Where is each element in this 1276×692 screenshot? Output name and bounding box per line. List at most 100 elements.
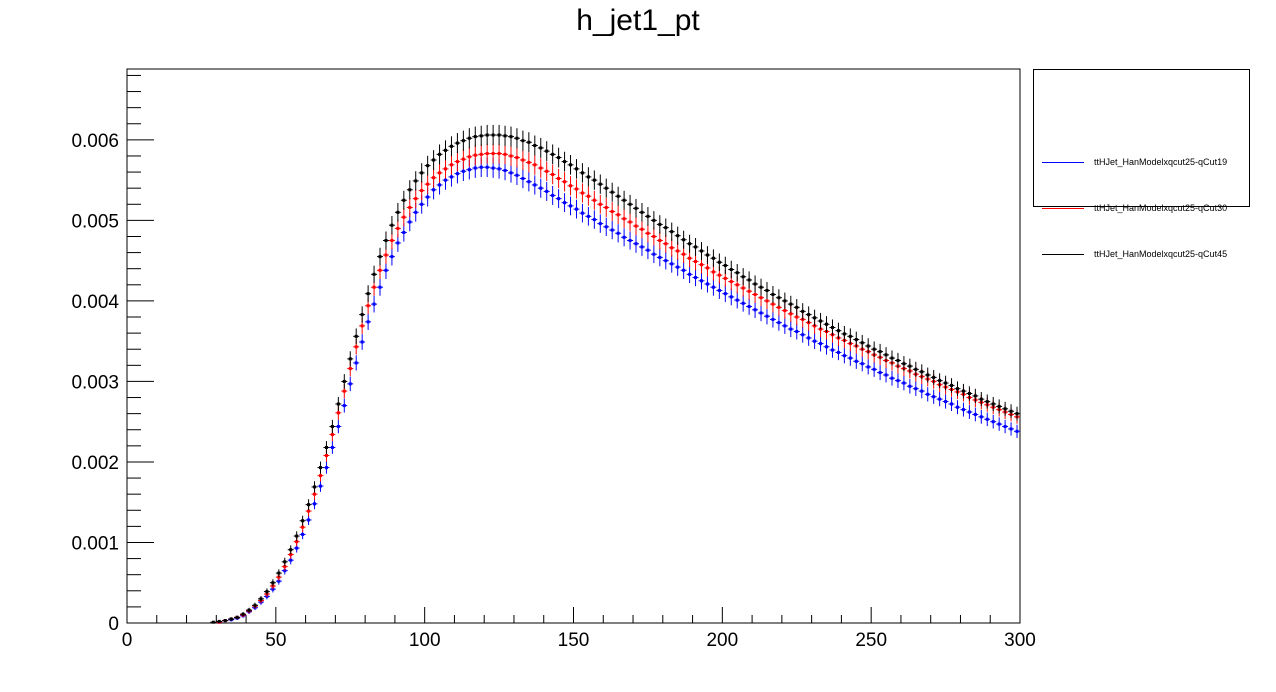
point-marker <box>872 347 876 351</box>
point-marker <box>527 180 531 184</box>
data-point <box>972 388 979 404</box>
point-marker <box>461 169 465 173</box>
point-marker <box>783 299 787 303</box>
point-marker <box>908 384 912 388</box>
data-point <box>508 163 514 183</box>
point-marker <box>533 163 537 167</box>
point-marker <box>646 248 650 252</box>
data-point <box>567 176 574 196</box>
point-marker <box>729 295 733 299</box>
data-point <box>430 168 437 188</box>
data-point <box>317 480 324 492</box>
data-point <box>746 298 753 315</box>
data-point <box>609 182 616 202</box>
point-marker <box>461 139 465 143</box>
point-marker <box>289 548 293 552</box>
data-point <box>918 383 925 399</box>
data-point <box>847 350 854 366</box>
data-point <box>335 419 342 434</box>
point-marker <box>444 148 448 152</box>
data-point <box>781 317 788 334</box>
data-point <box>341 398 348 413</box>
data-point <box>549 185 556 205</box>
data-point <box>263 588 270 595</box>
plot-frame <box>126 68 1021 624</box>
data-point <box>966 405 973 419</box>
point-marker <box>932 395 936 399</box>
point-marker <box>634 224 638 228</box>
point-marker <box>432 188 436 192</box>
point-marker <box>753 282 757 286</box>
point-marker <box>694 276 698 280</box>
data-point <box>525 172 532 192</box>
point-marker <box>342 389 346 393</box>
data-point <box>954 400 961 415</box>
point-marker <box>825 322 829 326</box>
point-marker <box>801 309 805 313</box>
point-marker <box>259 597 263 601</box>
point-marker <box>1003 425 1007 429</box>
point-marker <box>348 367 352 371</box>
point-marker <box>479 152 483 156</box>
point-marker <box>414 210 418 214</box>
point-marker <box>890 376 894 380</box>
data-point <box>442 159 449 179</box>
data-point <box>555 147 562 168</box>
data-point <box>537 158 544 178</box>
data-point <box>865 359 872 375</box>
data-point <box>627 194 634 214</box>
data-point <box>811 333 818 350</box>
point-marker <box>503 134 507 138</box>
data-point <box>924 367 931 383</box>
data-point <box>1014 406 1020 421</box>
legend-label-qcut19: ttHJet_HanModelxqcut25-qCut19 <box>1094 157 1228 167</box>
point-marker <box>503 152 507 156</box>
point-marker <box>354 361 358 365</box>
point-marker <box>640 245 644 249</box>
y-tick-label: 0.002 <box>71 453 119 474</box>
data-point <box>734 264 741 282</box>
point-marker <box>336 425 340 429</box>
point-marker <box>509 171 513 175</box>
point-marker <box>795 330 799 334</box>
point-marker <box>616 194 620 198</box>
data-point <box>716 281 723 299</box>
data-point <box>496 143 503 164</box>
point-marker <box>420 202 424 206</box>
point-marker <box>938 379 942 383</box>
point-marker <box>485 133 489 137</box>
point-marker <box>515 136 519 140</box>
point-marker <box>569 184 573 188</box>
point-marker <box>741 275 745 279</box>
data-point <box>466 146 473 167</box>
point-marker <box>932 375 936 379</box>
point-marker <box>640 210 644 214</box>
point-marker <box>771 317 775 321</box>
point-marker <box>396 226 400 230</box>
data-point <box>365 285 372 303</box>
point-marker <box>777 321 781 325</box>
data-point <box>603 217 610 237</box>
point-marker <box>420 189 424 193</box>
point-marker <box>509 135 513 139</box>
data-point <box>835 322 842 339</box>
data-point <box>472 145 479 166</box>
point-marker <box>289 553 293 557</box>
data-point <box>597 214 604 233</box>
data-point <box>775 314 782 331</box>
data-point <box>728 288 735 306</box>
point-marker <box>449 175 453 179</box>
data-point <box>793 323 800 340</box>
point-marker <box>444 167 448 171</box>
data-point <box>627 212 634 232</box>
data-point <box>662 234 669 253</box>
chart-title: h_jet1_pt <box>576 4 700 37</box>
point-marker <box>634 206 638 210</box>
point-marker <box>795 305 799 309</box>
point-marker <box>705 253 709 257</box>
point-marker <box>557 197 561 201</box>
point-marker <box>711 285 715 289</box>
data-point <box>704 246 711 264</box>
point-marker <box>967 410 971 414</box>
point-marker <box>723 292 727 296</box>
